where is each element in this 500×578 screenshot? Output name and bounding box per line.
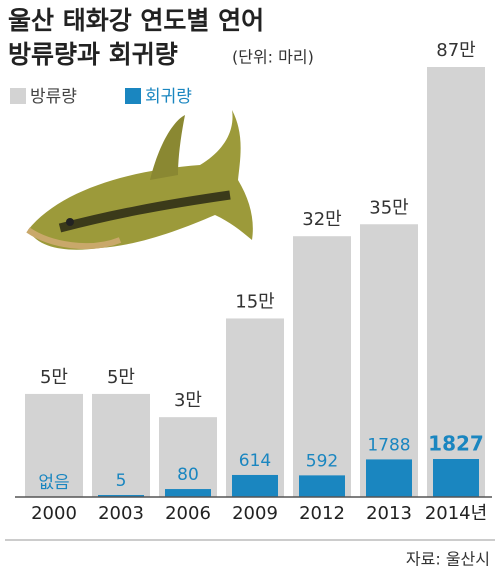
value-label: 32만 [302,209,341,230]
x-tick-label: 2006 [165,503,211,524]
value-label: 5만 [40,367,68,388]
x-tick-label: 2012 [299,503,345,524]
unit: (단위: 마리) [232,48,314,67]
value-label: 15만 [235,291,274,312]
source: 자료: 울산시 [406,550,490,569]
bar [98,495,144,497]
value-label: 80 [177,465,199,485]
value-label: 87만 [436,40,475,61]
bar [232,474,278,497]
value-label: 3만 [174,390,202,411]
bar [360,224,418,497]
x-tick-label: 2014년 [425,503,487,524]
bar [25,393,83,497]
legend-label: 회귀량 [145,87,192,107]
bar [293,236,351,497]
legend-swatch [125,88,141,104]
value-label: 5만 [107,367,135,388]
value-label: 1788 [367,435,410,455]
value-label: 1827 [428,432,484,456]
bar [427,67,485,497]
value-label: 614 [239,451,271,471]
bar [433,459,479,497]
value-label: 5 [116,471,127,491]
value-label: 없음 [38,473,69,493]
bar [299,475,345,497]
legend-swatch [10,88,26,104]
chart-subtitle: 방류량과 회귀량 [8,40,178,69]
bar [92,393,150,497]
x-tick-label: 2013 [366,503,412,524]
legend-label: 방류량 [30,87,77,107]
x-tick-label: 2003 [98,503,144,524]
bar [159,417,217,497]
bar [165,489,211,497]
value-label: 35만 [369,197,408,218]
chart-title: 울산 태화강 연도별 연어 [8,6,264,35]
bar [366,459,412,497]
x-tick-label: 2000 [31,503,77,524]
value-label: 592 [306,451,338,471]
x-tick-label: 2009 [232,503,278,524]
bar [226,318,284,497]
fish-illustration [26,110,253,250]
